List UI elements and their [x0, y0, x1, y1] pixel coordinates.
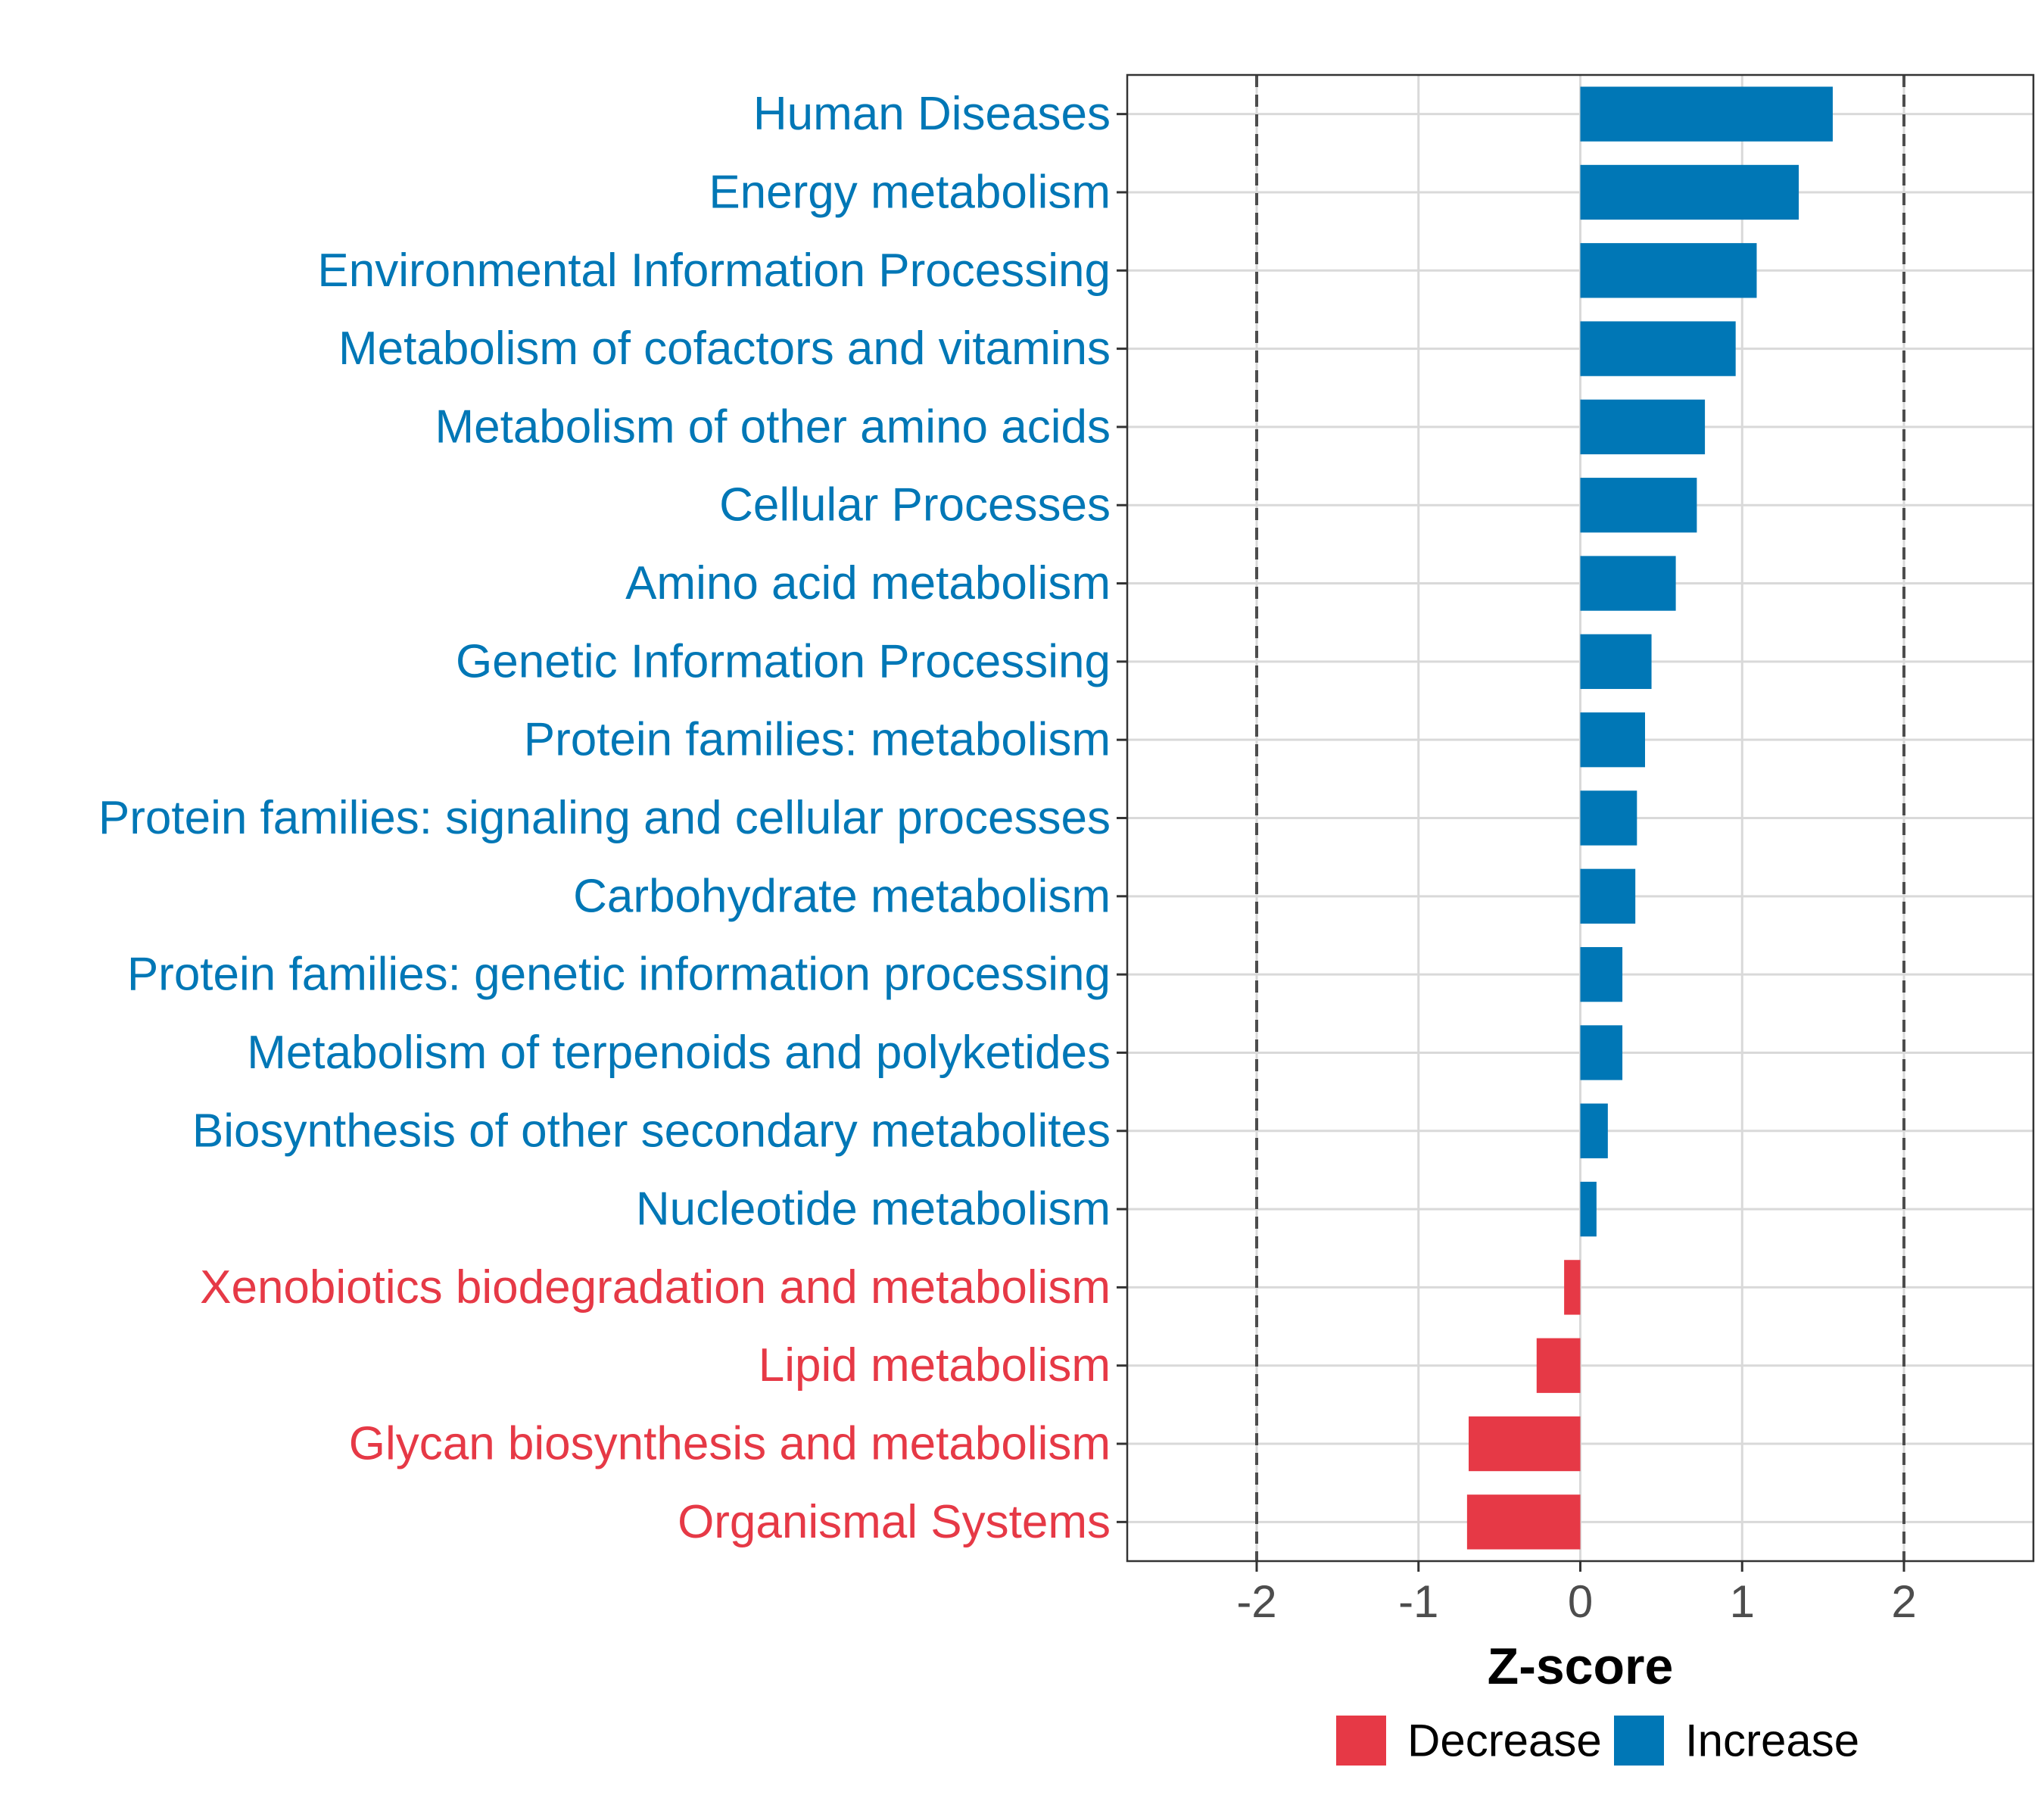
category-label: Glycan biosynthesis and metabolism [349, 1418, 1111, 1470]
bar [1580, 243, 1757, 298]
category-label: Metabolism of terpenoids and polyketides [247, 1027, 1111, 1079]
legend-swatch [1614, 1716, 1664, 1766]
bar [1580, 478, 1697, 533]
bar [1536, 1338, 1581, 1393]
x-tick-label: 2 [1891, 1576, 1916, 1627]
bar [1564, 1260, 1581, 1315]
reference-lines [1255, 75, 1905, 1561]
category-label: Protein families: metabolism [524, 714, 1111, 766]
category-label: Energy metabolism [709, 166, 1111, 218]
bar [1580, 712, 1645, 768]
category-label: Amino acid metabolism [625, 557, 1111, 609]
x-tick-label: 0 [1568, 1576, 1593, 1627]
category-label: Xenobiotics biodegradation and metabolis… [200, 1261, 1111, 1314]
bar [1466, 1494, 1581, 1550]
bar [1580, 1103, 1608, 1158]
category-label: Nucleotide metabolism [636, 1183, 1111, 1236]
category-label: Protein families: signaling and cellular… [98, 792, 1111, 844]
legend-label: Increase [1685, 1716, 1859, 1766]
x-tick-label: 1 [1730, 1576, 1755, 1627]
category-label: Metabolism of other amino acids [435, 400, 1111, 453]
bar [1580, 86, 1833, 142]
x-tick-label: -2 [1236, 1576, 1276, 1627]
bar [1580, 946, 1623, 1002]
bar [1580, 164, 1799, 220]
x-axis-title: Z-score [1488, 1638, 1674, 1695]
legend-label: Decrease [1407, 1716, 1602, 1766]
y-ticks [1117, 113, 1127, 1523]
category-label: Cellular Processes [719, 479, 1111, 531]
bar [1580, 634, 1652, 690]
category-label: Genetic Information Processing [456, 635, 1111, 687]
category-label: Organismal Systems [678, 1496, 1111, 1548]
bar [1580, 556, 1676, 611]
bar [1580, 1181, 1597, 1237]
bar [1580, 790, 1637, 846]
bar [1580, 1025, 1623, 1080]
category-label: Metabolism of cofactors and vitamins [338, 323, 1111, 375]
category-label: Human Diseases [753, 88, 1111, 140]
legend: Decrease Increase [1336, 1716, 1859, 1766]
category-label: Biosynthesis of other secondary metaboli… [192, 1105, 1111, 1157]
category-label: Environmental Information Processing [317, 245, 1111, 297]
x-tick-label: -1 [1398, 1576, 1438, 1627]
x-ticks: -2 -1 0 1 2 [1236, 1561, 1917, 1627]
legend-swatch [1336, 1716, 1386, 1766]
bar [1580, 399, 1706, 455]
category-label: Lipid metabolism [759, 1339, 1111, 1392]
bar [1580, 321, 1736, 376]
category-label: Protein families: genetic information pr… [127, 949, 1111, 1001]
category-labels: Human Diseases Energy metabolism Environme… [98, 88, 1111, 1548]
bars [1466, 86, 1833, 1550]
category-label: Carbohydrate metabolism [573, 870, 1111, 922]
bar [1469, 1416, 1581, 1472]
bar [1580, 868, 1636, 924]
